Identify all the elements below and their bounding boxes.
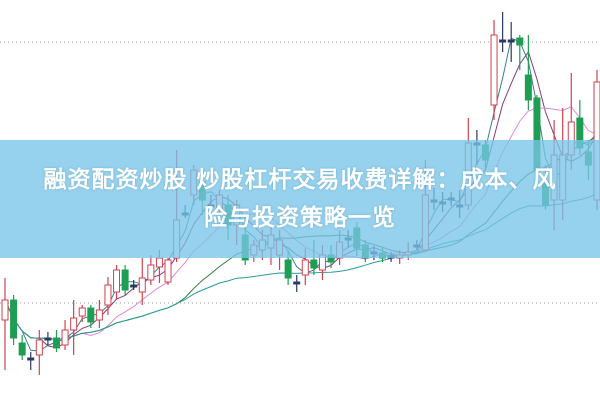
candle-body [524, 74, 532, 101]
candle-body [27, 357, 35, 361]
title-line-1: 融资配资炒股 炒股杠杆交易收费详解：成本、风 [43, 167, 557, 193]
candle-body [87, 307, 95, 323]
candle-body [95, 309, 103, 321]
candle-body [138, 277, 146, 293]
candle-body [130, 284, 138, 288]
candle-body [284, 259, 292, 279]
candle-body [61, 329, 69, 346]
candle-body [155, 257, 163, 268]
candle-body [52, 337, 60, 349]
candle-body [44, 337, 52, 341]
candle-body [18, 342, 26, 356]
candle-body [113, 269, 121, 293]
candle-body [35, 339, 43, 356]
candle-body [499, 39, 507, 43]
title-banner: 融资配资炒股 炒股杠杆交易收费详解：成本、风 险与投资策略一览 [0, 140, 600, 258]
candle-body [301, 259, 309, 276]
candle-body [10, 299, 18, 339]
candle-body [490, 34, 498, 106]
candle-body [293, 281, 301, 285]
candle-body [507, 39, 515, 43]
title-line-2: 险与投资策略一览 [204, 205, 396, 231]
candle-body [104, 284, 112, 306]
candle-body [310, 259, 318, 269]
candle-body [164, 259, 172, 283]
candle-body [516, 37, 524, 46]
candle-body [1, 299, 9, 321]
candle-body [121, 269, 129, 291]
candle-body [78, 307, 86, 317]
candle-body [147, 264, 155, 281]
candle-body [70, 317, 78, 331]
moving-average-line [4, 37, 598, 352]
